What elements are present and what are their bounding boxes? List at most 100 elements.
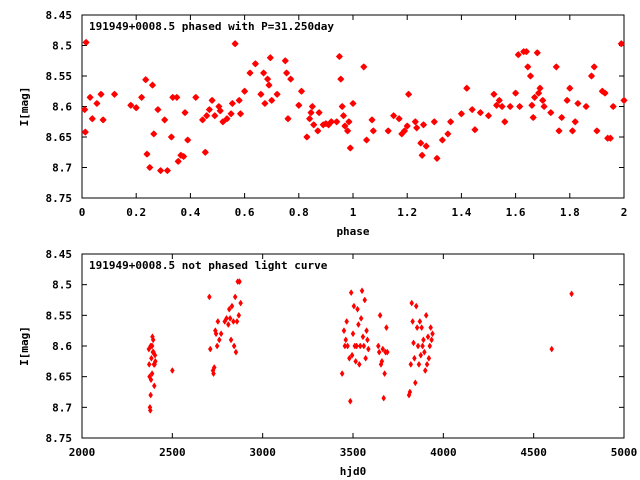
phased-data-point <box>617 40 625 48</box>
phased-y-tick-label: 8.65 <box>46 131 73 144</box>
phased-data-point <box>167 133 175 141</box>
phased-data-point <box>490 90 498 98</box>
phased-data-point <box>208 96 216 104</box>
unphased-data-point <box>149 354 154 362</box>
phased-data-point <box>582 102 590 111</box>
phased-data-point <box>297 87 306 95</box>
unphased-data-point <box>339 370 345 378</box>
unphased-data-point <box>350 330 356 338</box>
phased-data-point <box>341 122 349 130</box>
unphased-data-point <box>417 318 423 325</box>
phased-data-point <box>444 130 452 138</box>
phased-data-point <box>235 96 243 104</box>
unphased-data-point <box>407 388 413 396</box>
phased-data-point <box>88 115 96 123</box>
phased-data-point <box>566 84 574 92</box>
unphased-data-point <box>215 318 221 325</box>
phased-data-point <box>438 136 446 144</box>
phased-data-point <box>524 63 532 71</box>
unphased-y-tick-label: 8.75 <box>46 432 73 445</box>
phased-data-point <box>173 93 181 101</box>
unphased-data-point <box>211 364 217 371</box>
unphased-data-point <box>170 367 175 374</box>
unphased-data-point <box>422 348 427 356</box>
unphased-data-point <box>384 324 389 332</box>
phased-x-tick-label: 0.6 <box>235 206 255 219</box>
unphased-data-point <box>231 342 237 350</box>
unphased-data-point <box>227 314 233 322</box>
unphased-data-point <box>361 342 367 350</box>
phased-data-point <box>169 93 177 101</box>
phased-data-point <box>93 99 101 108</box>
phased-data-point <box>142 76 150 84</box>
unphased-light-curve-panel: 2000 2500 3000 3500 4000 4500 5000 8.45 8.5 8.55 8… <box>18 248 637 478</box>
phased-data-point <box>405 90 413 98</box>
unphased-data-point <box>425 333 431 341</box>
phased-data-point <box>260 69 268 77</box>
unphased-data-point <box>411 339 416 347</box>
phased-data-point <box>127 101 135 109</box>
phased-data-point <box>419 121 428 129</box>
unphased-data-point <box>413 379 418 387</box>
phased-data-point <box>310 121 318 129</box>
unphased-data-point <box>414 324 420 332</box>
unphased-data-point <box>385 348 390 356</box>
phased-data-point <box>138 93 146 101</box>
phased-y-tick-label: 8.5 <box>52 40 72 53</box>
unphased-data-point <box>207 345 213 353</box>
unphased-data-point <box>409 299 415 307</box>
phased-data-point <box>574 99 582 108</box>
unphased-data-point <box>364 327 369 335</box>
phased-data-point <box>587 72 596 80</box>
unphased-x-tick-label: 2000 <box>69 446 96 459</box>
phased-data-point <box>257 90 265 98</box>
phased-data-point <box>231 40 239 48</box>
phased-data-point <box>526 72 535 80</box>
phased-data-point <box>228 99 236 108</box>
unphased-data-point <box>207 293 212 301</box>
phased-data-point <box>555 127 563 135</box>
unphased-data-point <box>379 357 385 365</box>
unphased-data-point <box>343 336 349 344</box>
unphased-chart-title: 191949+0008.5 not phased light curve <box>89 259 328 272</box>
phased-data-point <box>568 127 577 135</box>
unphased-data-point <box>429 336 434 344</box>
phased-data-point <box>390 112 398 120</box>
unphased-data-point <box>148 342 153 350</box>
phased-data-point <box>150 130 158 138</box>
unphased-data-point <box>375 342 381 350</box>
phased-data-point <box>163 167 171 175</box>
unphased-data-point <box>348 289 354 297</box>
unphased-data-point <box>146 360 152 368</box>
phased-data-point <box>181 109 189 117</box>
phased-x-tick-label: 1 <box>350 206 357 219</box>
unphased-data-point <box>424 360 430 368</box>
unphased-data-point <box>420 342 425 350</box>
unphased-data-point <box>153 357 158 365</box>
unphased-data-point <box>408 360 414 368</box>
phased-data-point <box>264 75 272 83</box>
phased-data-point <box>384 127 392 135</box>
phased-data-point <box>337 75 345 83</box>
phased-data-point <box>284 115 292 123</box>
unphased-data-point <box>362 296 368 304</box>
phased-data-point <box>246 69 254 77</box>
phased-data-point <box>531 93 539 101</box>
phased-data-point <box>273 90 281 98</box>
unphased-data-point <box>214 342 220 350</box>
phased-data-point <box>540 102 548 111</box>
unphased-data-point <box>347 397 353 405</box>
unphased-data-point <box>224 314 229 322</box>
phased-data-point <box>268 96 276 104</box>
unphased-data-point <box>358 314 364 322</box>
unphased-data-point <box>151 382 157 390</box>
unphased-data-point <box>234 318 240 325</box>
unphased-data-point <box>421 336 426 344</box>
unphased-data-point <box>226 305 232 313</box>
phased-data-point <box>349 99 357 108</box>
phased-data-point <box>514 51 522 59</box>
unphased-y-tick-label: 8.5 <box>52 279 72 292</box>
phased-data-point <box>571 118 579 126</box>
phased-data-point <box>516 102 524 111</box>
phased-x-tick-label: 2 <box>621 206 628 219</box>
